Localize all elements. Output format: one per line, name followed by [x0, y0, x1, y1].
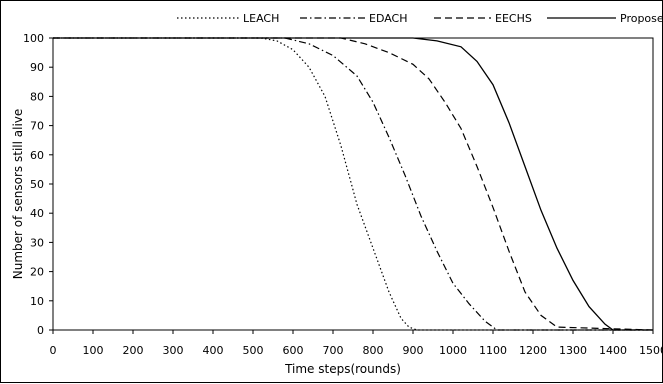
x-tick-label: 600: [283, 344, 304, 357]
x-tick-label: 1500: [639, 344, 663, 357]
y-tick-label: 80: [30, 90, 44, 103]
x-tick-label: 300: [163, 344, 184, 357]
y-tick-label: 60: [30, 149, 44, 162]
y-tick-label: 0: [37, 324, 44, 337]
y-tick-label: 40: [30, 207, 44, 220]
x-tick-label: 700: [323, 344, 344, 357]
legend-label-leach: LEACH: [243, 12, 279, 25]
plot-area: [53, 38, 653, 330]
x-tick-label: 1200: [519, 344, 547, 357]
y-tick-label: 20: [30, 266, 44, 279]
x-tick-label: 400: [203, 344, 224, 357]
x-tick-label: 900: [403, 344, 424, 357]
x-tick-label: 0: [50, 344, 57, 357]
y-tick-label: 90: [30, 61, 44, 74]
x-tick-label: 1300: [559, 344, 587, 357]
x-axis: 0 100 200 300 400 500 600 700 800 900 1000 1100 1200…: [50, 330, 663, 357]
legend-label-edach: EDACH: [369, 12, 408, 25]
y-tick-label: 10: [30, 295, 44, 308]
x-axis-title: Time steps(rounds): [284, 362, 401, 376]
series-line-edach: [53, 38, 653, 330]
series-line-leach: [53, 38, 653, 330]
y-axis-title: Number of sensors still alive: [11, 109, 25, 280]
x-tick-label: 1100: [479, 344, 507, 357]
y-tick-label: 70: [30, 120, 44, 133]
series-group: [53, 38, 653, 330]
x-tick-label: 500: [243, 344, 264, 357]
legend: LEACH EDACH EECHS Proposed: [177, 12, 663, 25]
x-tick-label: 1000: [439, 344, 467, 357]
x-tick-label: 200: [123, 344, 144, 357]
y-tick-label: 30: [30, 236, 44, 249]
x-tick-label: 1400: [599, 344, 627, 357]
x-tick-label: 800: [363, 344, 384, 357]
y-tick-label: 50: [30, 178, 44, 191]
series-line-proposed: [53, 38, 653, 330]
series-line-eechs: [53, 38, 653, 330]
x-tick-label: 100: [83, 344, 104, 357]
legend-label-eechs: EECHS: [495, 12, 532, 25]
y-tick-label: 100: [23, 32, 44, 45]
y-axis: 0 10 20 30 40 50 60 70 80 90 100: [23, 32, 53, 337]
legend-label-proposed: Proposed: [620, 12, 663, 25]
